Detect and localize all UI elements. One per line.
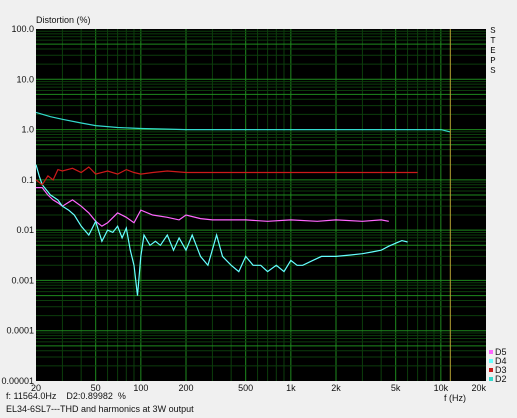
legend-label-d4: D4 (495, 356, 507, 366)
x-tick-label: 50 (91, 383, 101, 393)
x-tick-label: 2k (331, 383, 341, 393)
grid (36, 29, 486, 381)
y-tick-label: 1.0 (21, 125, 34, 135)
series-d3 (35, 166, 418, 186)
cursor-readout: f: 11564.0Hz D2:0.89982 % (6, 391, 126, 401)
x-tick-label: 5k (391, 383, 401, 393)
steps-letter: E (490, 46, 496, 56)
y-axis-ticks: 100.0 10.0 1.0 0.1 0.01 0.001 0.0001 0.00001 (1, 24, 34, 386)
series-lines (35, 111, 451, 296)
chart-title: Distortion (%) (36, 15, 91, 25)
y-tick-label: 0.00001 (1, 376, 34, 386)
x-tick-label: 10k (434, 383, 449, 393)
x-tick-label: 20 (31, 383, 41, 393)
legend-swatch-d2 (489, 377, 493, 381)
x-tick-label: 100 (133, 383, 148, 393)
legend-swatch-d3 (489, 368, 493, 372)
series-d4 (35, 164, 408, 296)
chart-caption: EL34-6SL7---THD and harmonics at 3W outp… (6, 404, 194, 414)
y-tick-label: 0.001 (11, 275, 34, 285)
y-tick-label: 100.0 (11, 24, 34, 34)
x-axis-ticks: 20 50 100 200 500 1k 2k 5k 10k 20k (31, 383, 487, 393)
legend-label-d5: D5 (495, 347, 507, 357)
y-tick-label: 0.01 (16, 225, 34, 235)
x-axis-label: f (Hz) (444, 393, 466, 403)
steps-letter: T (490, 36, 496, 46)
x-tick-label: 200 (178, 383, 193, 393)
y-tick-label: 0.0001 (6, 326, 34, 336)
steps-letter: S (490, 26, 496, 36)
x-tick-label: 500 (238, 383, 253, 393)
x-tick-label: 1k (286, 383, 296, 393)
x-tick-label: 20k (471, 383, 486, 393)
y-tick-label: 10.0 (16, 74, 34, 84)
legend-label-d3: D3 (495, 365, 507, 375)
y-tick-label: 0.1 (21, 175, 34, 185)
steps-letter: S (490, 66, 496, 76)
legend-swatch-d5 (489, 350, 493, 354)
series-d2 (35, 111, 451, 133)
legend-label-d2: D2 (495, 374, 507, 384)
plot-area[interactable] (36, 29, 486, 381)
legend-swatch-d4 (489, 359, 493, 363)
steps-letter: P (490, 56, 496, 66)
